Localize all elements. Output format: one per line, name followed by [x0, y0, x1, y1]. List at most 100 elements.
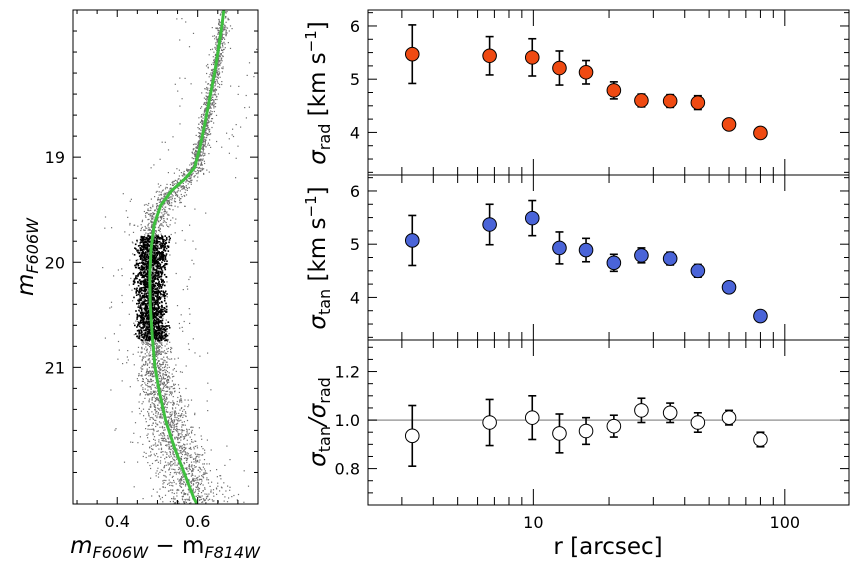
cmd-field-star: [149, 371, 151, 373]
cmd-field-star: [163, 403, 165, 406]
cmd-field-star: [164, 471, 167, 473]
cmd-selected-star: [146, 271, 149, 273]
cmd-field-star: [200, 158, 202, 160]
cmd-field-star: [184, 205, 186, 207]
cmd-selected-star: [142, 259, 145, 262]
cmd-field-star: [169, 425, 171, 427]
cmd-field-star: [211, 113, 213, 115]
cmd-field-star: [178, 437, 180, 439]
cmd-field-star: [201, 164, 203, 166]
cmd-selected-star: [147, 286, 150, 288]
cmd-field-star: [156, 268, 158, 270]
cmd-field-star: [202, 448, 204, 450]
cmd-field-star: [160, 413, 162, 415]
cmd-field-star: [164, 210, 166, 212]
cmd-field-star: [182, 174, 185, 176]
cmd-field-star: [155, 234, 157, 237]
cmd-selected-star: [158, 287, 161, 289]
cmd-field-star: [204, 488, 206, 490]
cmd-field-star: [202, 501, 204, 503]
cmd-field-star: [163, 350, 166, 352]
cmd-field-star: [195, 171, 197, 173]
cmd-field-star: [149, 213, 151, 215]
cmd-field-star: [214, 84, 216, 87]
cmd-field-star: [172, 180, 174, 183]
cmd-field-star: [197, 173, 199, 175]
cmd-field-star: [210, 133, 212, 135]
cmd-field-star: [128, 284, 130, 286]
cmd-field-star: [163, 440, 165, 442]
cmd-field-star: [153, 212, 155, 214]
cmd-field-star: [159, 371, 161, 374]
cmd-selected-star: [151, 310, 154, 313]
cmd-field-star: [144, 364, 146, 366]
cmd-field-star: [174, 222, 176, 224]
cmd-field-star: [177, 420, 179, 422]
cmd-selected-star: [166, 293, 168, 295]
cmd-field-star: [194, 412, 196, 414]
cmd-field-star: [200, 435, 202, 437]
cmd-field-star: [157, 205, 160, 207]
cmd-field-star: [154, 460, 156, 462]
cmd-field-star: [158, 349, 161, 351]
cmd-field-star: [164, 141, 166, 143]
cmd-field-star: [204, 138, 206, 140]
cmd-field-star: [190, 167, 193, 169]
cmd-field-star: [159, 350, 161, 352]
cmd-field-star: [150, 349, 152, 351]
cmd-field-star: [168, 200, 170, 202]
cmd-field-star: [171, 492, 173, 494]
cmd-field-star: [190, 502, 192, 504]
cmd-field-star: [192, 478, 194, 480]
cmd-field-star: [170, 426, 172, 429]
cmd-field-star: [196, 447, 199, 449]
cmd-field-star: [195, 134, 197, 136]
cmd-field-star: [160, 379, 162, 381]
cmd-field-star: [195, 440, 197, 442]
cmd-field-star: [149, 351, 151, 353]
cmd-field-star: [166, 396, 168, 398]
cmd-field-star: [153, 405, 155, 407]
cmd-field-star: [146, 342, 148, 344]
cmd-field-star: [195, 457, 197, 459]
cmd-field-star: [173, 421, 175, 423]
cmd-field-star: [161, 425, 164, 428]
cmd-field-star: [162, 374, 164, 376]
cmd-field-star: [155, 391, 157, 393]
cmd-field-star: [181, 453, 183, 456]
cmd-field-star: [155, 400, 157, 402]
cmd-field-star: [172, 136, 174, 138]
cmd-field-star: [175, 183, 177, 185]
cmd-field-star: [150, 217, 152, 219]
cmd-field-star: [165, 332, 167, 334]
cmd-field-star: [149, 229, 151, 231]
cmd-field-star: [156, 205, 158, 207]
cmd-field-star: [169, 474, 171, 476]
cmd-field-star: [121, 301, 123, 304]
cmd-field-star: [204, 470, 206, 472]
cmd-field-star: [154, 393, 156, 395]
cmd-field-star: [219, 86, 221, 88]
cmd-field-star: [202, 113, 204, 115]
cmd-field-star: [151, 273, 153, 275]
cmd-field-star: [183, 457, 185, 459]
cmd-field-star: [201, 469, 203, 471]
cmd-field-star: [153, 237, 155, 239]
cmd-selected-star: [158, 334, 161, 337]
cmd-field-star: [152, 218, 154, 220]
cmd-field-star: [169, 187, 171, 189]
cmd-field-star: [130, 198, 132, 200]
cmd-field-star: [181, 413, 183, 415]
cmd-selected-star: [155, 335, 157, 338]
cmd-field-star: [216, 493, 218, 495]
cmd-selected-star: [155, 269, 157, 271]
cmd-field-star: [153, 453, 155, 455]
cmd-field-star: [192, 474, 194, 476]
cmd-field-star: [170, 394, 173, 396]
cmd-field-star: [205, 502, 207, 504]
cmd-field-star: [194, 152, 196, 154]
cmd-field-star: [155, 412, 157, 414]
cmd-field-star: [148, 440, 151, 442]
cmd-field-star: [149, 215, 151, 217]
cmd-field-star: [193, 458, 195, 460]
